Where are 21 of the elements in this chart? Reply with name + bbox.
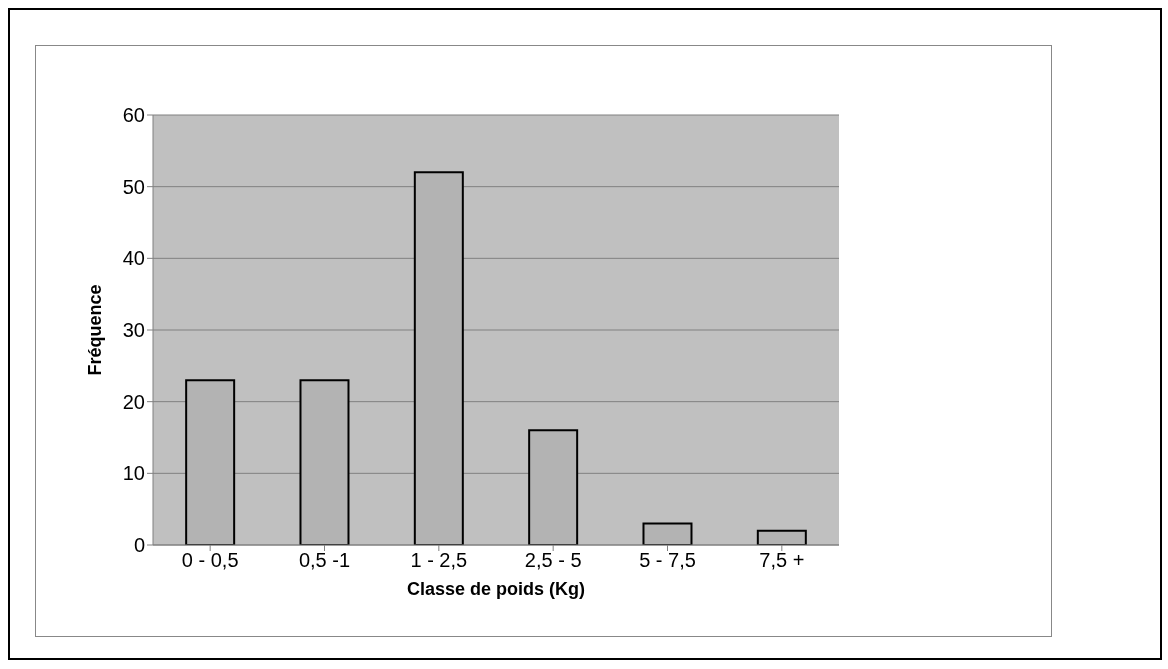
y-tick-label: 0 <box>133 534 145 557</box>
y-tick-label: 20 <box>122 390 145 413</box>
y-tick-label: 10 <box>122 462 145 485</box>
bar <box>299 379 350 545</box>
x-tick-label: 7,5 + <box>759 549 805 572</box>
x-axis-title: Classe de poids (Kg) <box>406 579 586 599</box>
bar <box>528 429 579 545</box>
x-tick-label: 0 - 0,5 <box>181 549 239 572</box>
y-tick-label: 60 <box>122 104 145 127</box>
bar <box>642 522 693 545</box>
y-axis-title: Fréquence <box>85 284 106 376</box>
x-tick-label: 5 - 7,5 <box>639 549 696 572</box>
bar <box>756 529 807 545</box>
bar <box>185 379 236 545</box>
y-tick-label: 50 <box>122 175 145 198</box>
x-tick-label: 2,5 - 5 <box>524 549 582 572</box>
y-tick-label: 30 <box>122 319 145 342</box>
x-tick-label: 0,5 -1 <box>298 549 351 572</box>
bar <box>413 171 464 545</box>
y-tick-label: 40 <box>122 247 145 270</box>
x-tick-label: 1 - 2,5 <box>410 549 468 572</box>
